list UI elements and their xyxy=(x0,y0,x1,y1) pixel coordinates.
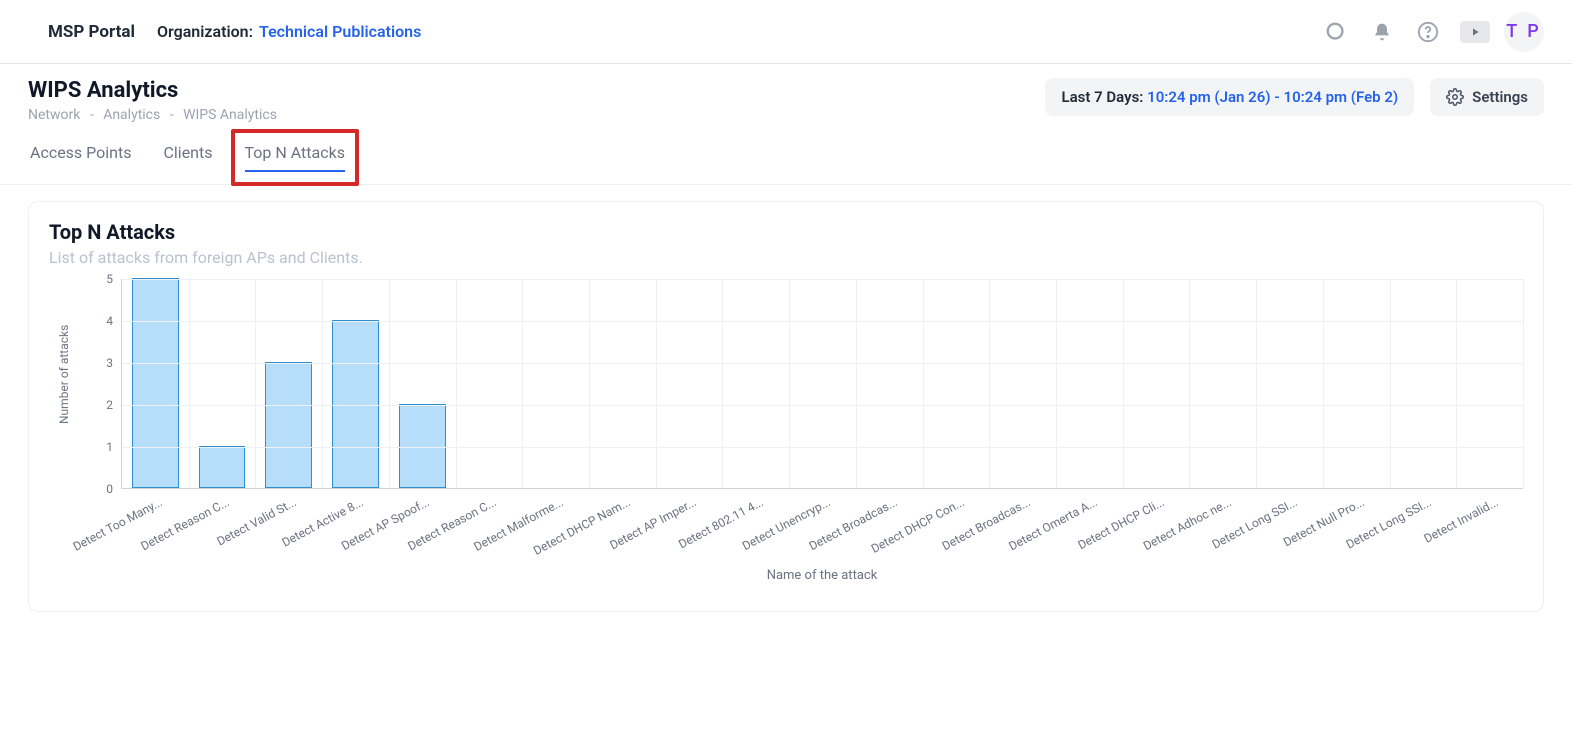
org-selector[interactable]: Technical Publications xyxy=(259,22,421,41)
bar[interactable] xyxy=(399,404,446,488)
xlabel: Detect Broadcas... xyxy=(787,495,900,564)
breadcrumb-item[interactable]: Network xyxy=(28,107,80,123)
bar[interactable] xyxy=(132,278,179,488)
play-icon[interactable] xyxy=(1460,21,1490,43)
breadcrumb-sep: - xyxy=(170,107,174,123)
org-label: Organization: xyxy=(157,22,253,41)
gear-icon xyxy=(1446,88,1464,106)
tab-clients[interactable]: Clients xyxy=(162,137,215,184)
xlabel: Detect Active 8... xyxy=(253,495,366,564)
breadcrumb: Network - Analytics - WIPS Analytics xyxy=(28,107,1029,123)
chart-xlabel: Name of the attack xyxy=(121,568,1523,583)
xlabel: Detect Long SSI... xyxy=(1187,495,1300,564)
xlabel: Detect DHCP Cli... xyxy=(1054,495,1167,564)
search-icon[interactable] xyxy=(1318,14,1354,50)
chart-yaxis: 012345 xyxy=(89,279,117,489)
page-title: WIPS Analytics xyxy=(28,78,1029,103)
tab-access-points[interactable]: Access Points xyxy=(28,137,134,184)
ytick: 0 xyxy=(106,482,113,496)
settings-label: Settings xyxy=(1472,88,1528,106)
chart-ylabel: Number of attacks xyxy=(57,325,71,424)
xlabel: Detect Invalid... xyxy=(1388,495,1501,564)
tab-label: Top N Attacks xyxy=(245,143,345,162)
bell-icon[interactable] xyxy=(1364,14,1400,50)
xlabel: Detect AP Imper... xyxy=(587,495,700,564)
xlabel: Detect Adhoc ne... xyxy=(1121,495,1234,564)
tab-label: Clients xyxy=(164,143,213,162)
tabs: Access Points Clients Top N Attacks xyxy=(0,123,1572,185)
settings-button[interactable]: Settings xyxy=(1430,78,1544,116)
help-icon[interactable] xyxy=(1410,14,1446,50)
breadcrumb-sep: - xyxy=(90,107,94,123)
bar[interactable] xyxy=(332,320,379,488)
avatar[interactable]: T P xyxy=(1504,12,1544,52)
brand[interactable]: MSP Portal xyxy=(48,22,135,42)
bar[interactable] xyxy=(199,446,246,488)
page-header: WIPS Analytics Network - Analytics - WIP… xyxy=(0,64,1572,123)
xlabel: Detect Broadcas... xyxy=(920,495,1033,564)
card-title: Top N Attacks xyxy=(49,220,1523,244)
xlabel: Detect AP Spoof... xyxy=(319,495,432,564)
date-prefix: Last 7 Days: xyxy=(1061,88,1143,106)
date-range-selector[interactable]: Last 7 Days: 10:24 pm (Jan 26) - 10:24 p… xyxy=(1045,78,1414,116)
xlabel: Detect Too Many... xyxy=(52,495,165,564)
chart-plot xyxy=(121,279,1523,489)
top-bar: MSP Portal Organization: Technical Publi… xyxy=(0,0,1572,64)
date-range: 10:24 pm (Jan 26) - 10:24 pm (Feb 2) xyxy=(1147,88,1398,106)
card-subtitle: List of attacks from foreign APs and Cli… xyxy=(49,248,1523,267)
ytick: 4 xyxy=(106,314,113,328)
breadcrumb-item[interactable]: Analytics xyxy=(103,107,160,123)
ytick: 2 xyxy=(106,398,113,412)
chart-xlabels: Detect Too Many...Detect Reason C...Dete… xyxy=(121,489,1523,564)
tab-top-n-attacks[interactable]: Top N Attacks xyxy=(243,137,347,184)
ytick: 5 xyxy=(106,272,113,286)
ytick: 3 xyxy=(106,356,113,370)
tab-label: Access Points xyxy=(30,143,132,162)
xlabel: Detect DHCP Nam... xyxy=(520,495,633,564)
xlabel: Detect DHCP Con... xyxy=(854,495,967,564)
ytick: 1 xyxy=(106,440,113,454)
chart-card: Top N Attacks List of attacks from forei… xyxy=(28,201,1544,612)
bar[interactable] xyxy=(265,362,312,488)
breadcrumb-item[interactable]: WIPS Analytics xyxy=(183,107,277,123)
chart: Number of attacks 012345 Detect Too Many… xyxy=(49,279,1523,583)
